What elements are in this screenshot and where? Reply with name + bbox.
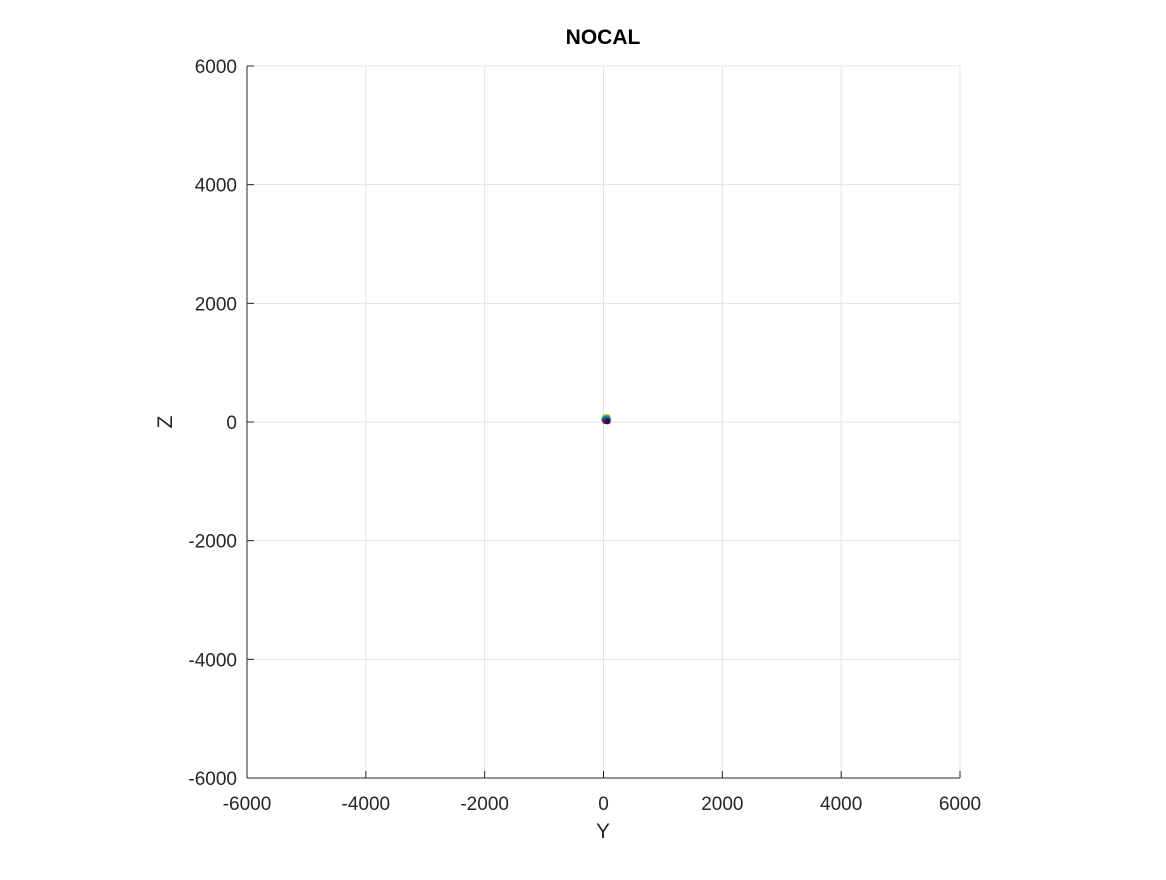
x-tick-label: 6000 (939, 794, 981, 815)
x-tick-label: 4000 (820, 794, 862, 815)
x-tick-label: -4000 (342, 794, 391, 815)
y-tick-label: -2000 (188, 532, 237, 553)
x-tick-label: 0 (598, 794, 609, 815)
x-tick-label: -6000 (223, 794, 272, 815)
y-tick-label: 0 (226, 413, 237, 434)
x-tick-label: 2000 (701, 794, 743, 815)
y-tick-label: -4000 (188, 650, 237, 671)
data-point (604, 418, 611, 425)
y-tick-label: -6000 (188, 769, 237, 790)
x-tick-label: -2000 (460, 794, 509, 815)
y-tick-label: 6000 (195, 57, 237, 78)
x-axis-label: Y (596, 820, 610, 843)
chart-title: NOCAL (566, 26, 641, 49)
y-axis-label: Z (154, 415, 177, 428)
y-tick-label: 2000 (195, 294, 237, 315)
y-tick-label: 4000 (195, 176, 237, 197)
